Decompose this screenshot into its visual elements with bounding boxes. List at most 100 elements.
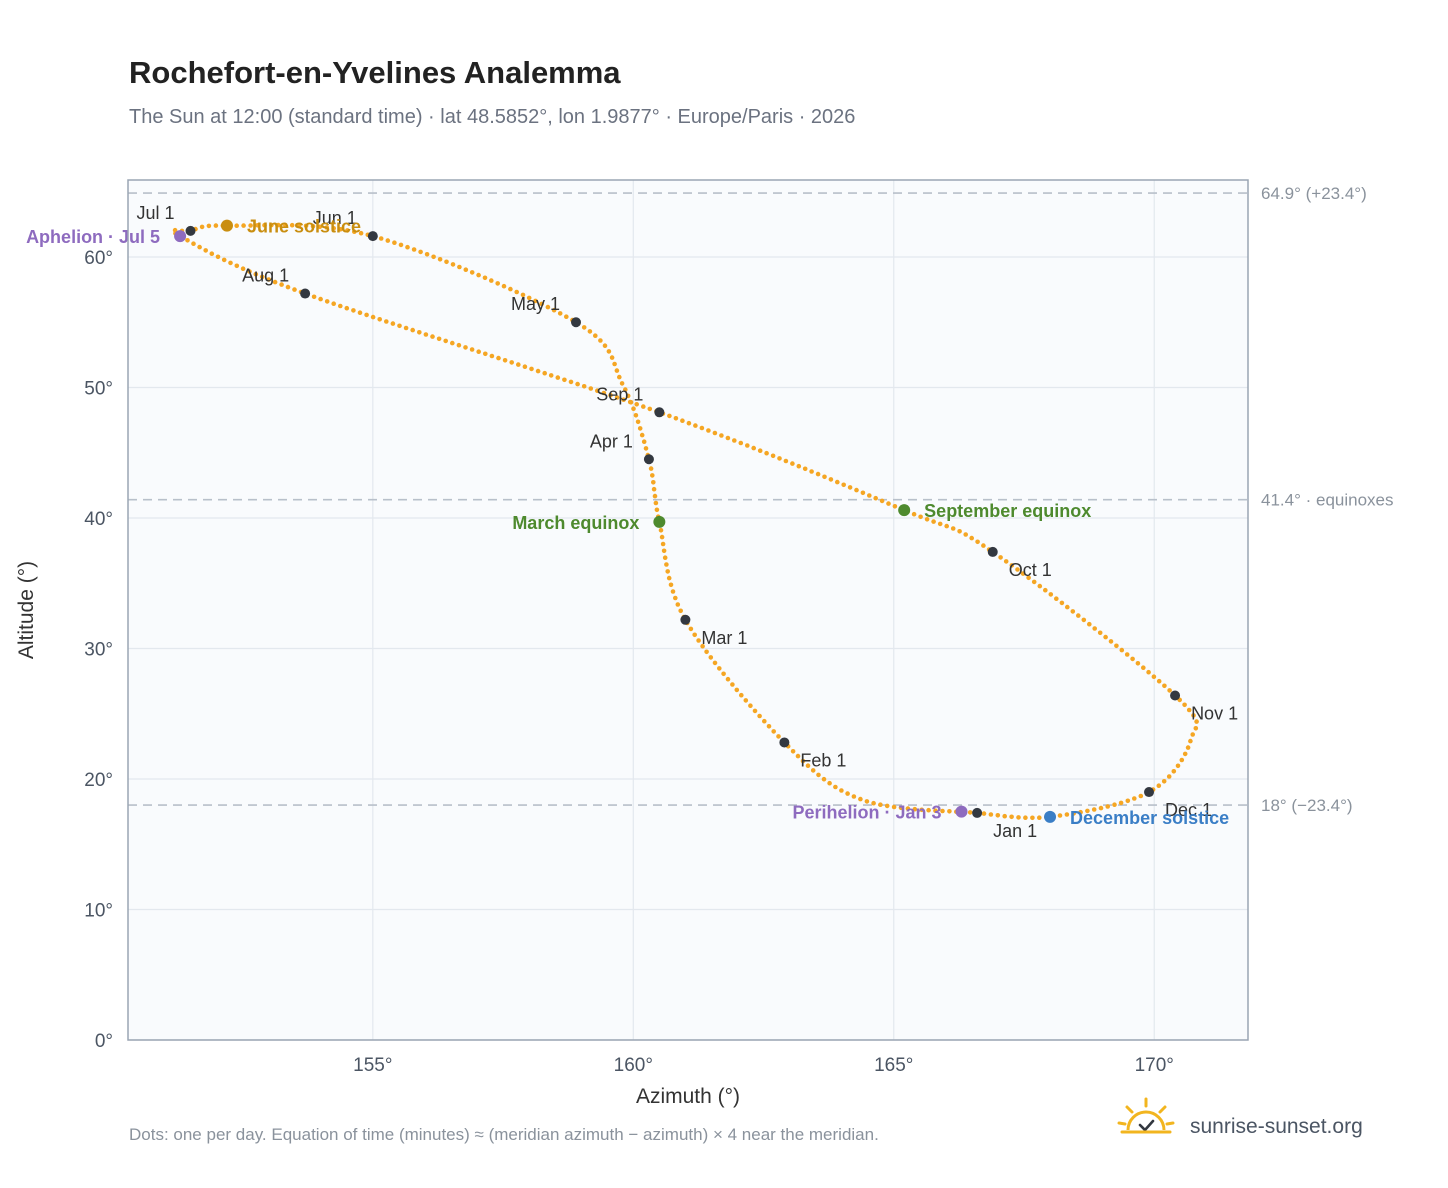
day-dot <box>529 366 534 372</box>
event-marker-dot <box>955 805 968 818</box>
day-dot <box>557 311 563 316</box>
day-dot <box>835 479 840 485</box>
day-dot <box>730 682 735 687</box>
day-dot <box>670 589 676 594</box>
day-dot <box>947 809 952 814</box>
day-dot <box>1138 793 1144 799</box>
event-marker-dot <box>898 504 911 517</box>
day-dot <box>1182 751 1188 757</box>
day-dot <box>602 343 608 349</box>
month-marker-dot <box>367 231 378 242</box>
day-dot <box>625 393 631 399</box>
month-marker-dot <box>571 317 581 328</box>
day-dot <box>450 340 455 346</box>
day-dot <box>311 294 317 300</box>
day-dot <box>431 254 436 260</box>
day-dot <box>795 753 801 759</box>
y-tick-label: 60° <box>84 248 113 269</box>
day-dot <box>652 493 658 499</box>
day-dot <box>810 768 816 773</box>
day-dot <box>833 784 838 790</box>
day-dot <box>721 671 726 677</box>
reference-line-label: 64.9° (+23.4°) <box>1261 184 1367 203</box>
y-tick-label: 20° <box>84 770 113 791</box>
day-dot <box>385 238 391 243</box>
day-dot <box>821 776 827 782</box>
day-dot <box>886 501 891 506</box>
day-dot <box>631 406 636 412</box>
day-dot <box>661 548 667 554</box>
day-dot <box>1167 688 1172 693</box>
day-dot <box>1070 609 1076 614</box>
day-dot <box>1085 808 1090 814</box>
day-dot <box>688 626 694 632</box>
day-dot <box>1031 579 1037 585</box>
day-dot <box>623 387 628 392</box>
event-marker-label: September equinox <box>924 501 1091 521</box>
day-dot <box>345 228 350 233</box>
day-dot <box>751 445 756 451</box>
month-marker-label: Nov 1 <box>1191 703 1238 723</box>
day-dot <box>891 804 897 810</box>
day-dot <box>303 223 309 229</box>
day-dot <box>450 262 456 267</box>
day-dot <box>854 487 859 493</box>
day-dot <box>370 314 376 320</box>
day-dot <box>548 373 554 378</box>
day-dot <box>357 310 363 316</box>
day-dot <box>1130 656 1135 662</box>
event-markers: Aphelion · Jul 5 June solstice March equin… <box>26 217 1229 828</box>
day-dot <box>358 230 364 236</box>
day-dot <box>331 301 337 307</box>
month-marker-dot <box>680 614 691 625</box>
day-dot <box>520 292 526 298</box>
day-dot <box>545 304 551 310</box>
day-dot <box>482 275 488 281</box>
day-dot <box>533 298 538 304</box>
day-dot <box>289 222 295 228</box>
day-dot <box>776 734 781 739</box>
event-marker-dot <box>1044 810 1057 823</box>
day-dot <box>635 419 641 425</box>
day-dot <box>660 541 666 547</box>
day-dot <box>405 244 410 250</box>
event-marker-label: March equinox <box>512 513 639 533</box>
month-marker-label: Jan 1 <box>993 821 1037 841</box>
day-dot <box>650 473 655 478</box>
day-dot <box>522 364 528 370</box>
day-dot <box>1097 630 1103 636</box>
day-dot <box>508 286 513 292</box>
day-dot <box>601 390 607 396</box>
day-dot <box>864 799 870 804</box>
reference-line-label: 41.4° · equinoxes <box>1261 491 1394 510</box>
day-dot <box>403 325 409 331</box>
day-dot <box>619 381 625 386</box>
month-marker-dot <box>185 225 196 236</box>
x-axis-label: Azimuth (°) <box>636 1085 740 1108</box>
y-tick-label: 10° <box>84 900 113 921</box>
day-dot <box>918 514 923 520</box>
reference-line-label: 18° (−23.4°) <box>1261 796 1353 815</box>
day-dot <box>658 528 664 533</box>
day-dot <box>1151 674 1157 679</box>
day-dot <box>606 349 612 354</box>
day-dot <box>796 463 802 469</box>
day-dot <box>384 319 389 324</box>
day-dot <box>919 807 924 813</box>
plot-area <box>128 180 1248 1040</box>
day-dot <box>542 370 547 376</box>
day-dot <box>1175 763 1181 769</box>
day-dot <box>790 461 795 466</box>
y-axis-label: Altitude (°) <box>15 561 38 659</box>
day-dot <box>377 317 383 322</box>
day-dot <box>581 384 587 389</box>
day-dot <box>1193 726 1199 731</box>
day-dot <box>502 358 508 363</box>
day-dot <box>526 295 532 301</box>
day-dot <box>324 299 330 304</box>
day-dot <box>699 425 705 431</box>
y-tick-label: 0° <box>95 1031 113 1052</box>
day-dot <box>324 225 330 230</box>
day-dot <box>317 224 323 230</box>
